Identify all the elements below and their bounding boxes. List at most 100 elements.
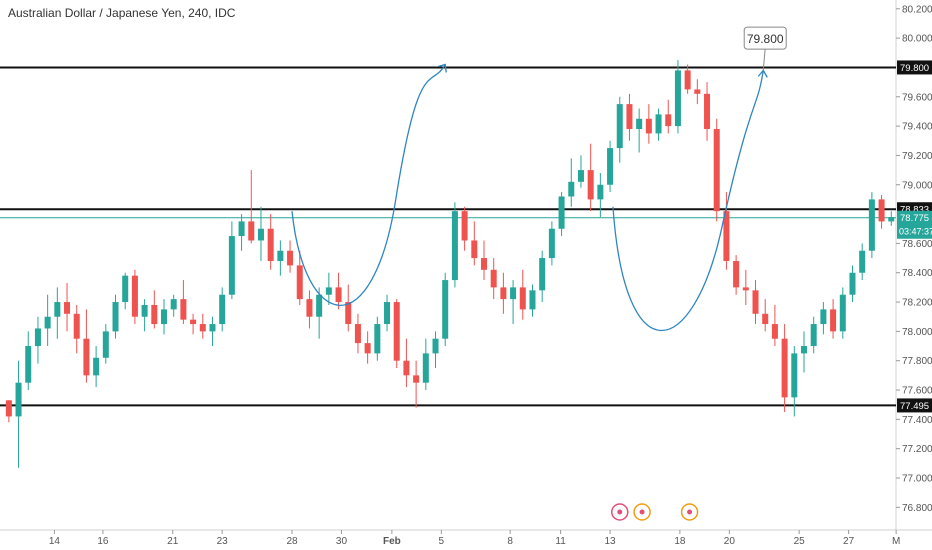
candle-body[interactable] bbox=[209, 324, 216, 332]
candle-body[interactable] bbox=[713, 129, 720, 212]
candle-body[interactable] bbox=[277, 250, 284, 261]
candle-body[interactable] bbox=[170, 299, 177, 310]
candle-body[interactable] bbox=[616, 104, 623, 149]
candle-body[interactable] bbox=[752, 290, 759, 314]
candle-body[interactable] bbox=[655, 114, 662, 134]
candle-body[interactable] bbox=[645, 118, 652, 134]
candle-body[interactable] bbox=[54, 302, 61, 317]
candle-body[interactable] bbox=[257, 228, 264, 241]
candle-body[interactable] bbox=[548, 228, 555, 259]
candle-body[interactable] bbox=[335, 287, 342, 303]
candle-body[interactable] bbox=[306, 299, 313, 317]
target-callout-box[interactable] bbox=[743, 26, 787, 50]
candle-body[interactable] bbox=[471, 240, 478, 259]
candle-body[interactable] bbox=[112, 302, 119, 332]
candle-body[interactable] bbox=[800, 346, 808, 354]
candle-body[interactable] bbox=[73, 313, 80, 339]
candle-body[interactable] bbox=[868, 199, 875, 251]
candle-body[interactable] bbox=[859, 250, 866, 273]
candle-body[interactable] bbox=[490, 269, 497, 288]
candle-body[interactable] bbox=[839, 294, 846, 332]
candle-body[interactable] bbox=[384, 302, 391, 325]
candle-body[interactable] bbox=[180, 299, 187, 320]
candle-body[interactable] bbox=[665, 114, 672, 127]
projection-curve[interactable] bbox=[291, 64, 446, 306]
candle-body[interactable] bbox=[432, 338, 439, 354]
candle-body[interactable] bbox=[267, 228, 274, 261]
candle-body[interactable] bbox=[141, 304, 148, 317]
candle-body[interactable] bbox=[626, 104, 633, 130]
candle-body[interactable] bbox=[878, 199, 885, 222]
candle-body[interactable] bbox=[219, 294, 226, 325]
candle-body[interactable] bbox=[820, 309, 827, 325]
candle-body[interactable] bbox=[830, 309, 837, 332]
projection-curve[interactable] bbox=[612, 70, 764, 332]
candle-body[interactable] bbox=[849, 272, 856, 295]
candle-body[interactable] bbox=[248, 221, 255, 241]
candle-body[interactable] bbox=[558, 196, 565, 229]
candle-body[interactable] bbox=[781, 338, 788, 398]
candle-body[interactable] bbox=[577, 170, 584, 182]
x-tick-label: 16 bbox=[97, 536, 109, 547]
candle-body[interactable] bbox=[451, 211, 458, 281]
candle-body[interactable] bbox=[199, 324, 206, 332]
candle-body[interactable] bbox=[102, 331, 109, 358]
candle-body[interactable] bbox=[733, 261, 740, 288]
candle-body[interactable] bbox=[354, 324, 361, 344]
candle-body[interactable] bbox=[791, 353, 798, 398]
candle-body[interactable] bbox=[83, 338, 90, 376]
x-tick-label: 30 bbox=[336, 536, 348, 547]
candle-body[interactable] bbox=[422, 353, 429, 383]
candle-body[interactable] bbox=[636, 118, 643, 130]
candle-body[interactable] bbox=[374, 324, 381, 354]
candle-body[interactable] bbox=[742, 287, 749, 291]
candle-body[interactable] bbox=[723, 211, 730, 261]
candle-body[interactable] bbox=[674, 70, 681, 127]
candle-body[interactable] bbox=[325, 287, 332, 295]
candle-body[interactable] bbox=[413, 375, 420, 383]
candle-body[interactable] bbox=[539, 258, 546, 291]
candle-body[interactable] bbox=[888, 217, 895, 222]
candle-body[interactable] bbox=[597, 184, 604, 200]
candle-body[interactable] bbox=[316, 294, 323, 317]
candle-body[interactable] bbox=[500, 287, 507, 300]
candle-body[interactable] bbox=[771, 324, 778, 339]
y-tick-label: 76.800 bbox=[902, 503, 932, 514]
candle-body[interactable] bbox=[519, 287, 526, 310]
candle-body[interactable] bbox=[568, 181, 575, 197]
candle-body[interactable] bbox=[364, 343, 371, 354]
candle-body[interactable] bbox=[480, 258, 488, 270]
candle-body[interactable] bbox=[93, 357, 100, 376]
candle-body[interactable] bbox=[228, 236, 235, 295]
candle-body[interactable] bbox=[44, 316, 51, 329]
candle-body[interactable] bbox=[587, 170, 594, 200]
candle-body[interactable] bbox=[64, 302, 71, 314]
candle-body[interactable] bbox=[160, 309, 168, 325]
candle-body[interactable] bbox=[122, 275, 129, 303]
candle-body[interactable] bbox=[238, 221, 245, 237]
candle-body[interactable] bbox=[461, 211, 468, 241]
candle-body[interactable] bbox=[287, 250, 294, 266]
candle-body[interactable] bbox=[5, 400, 12, 417]
candle-body[interactable] bbox=[510, 287, 517, 300]
candle-body[interactable] bbox=[131, 275, 138, 317]
candle-body[interactable] bbox=[345, 302, 352, 325]
candle-body[interactable] bbox=[762, 313, 769, 325]
candle-body[interactable] bbox=[694, 89, 701, 94]
candle-body[interactable] bbox=[151, 304, 158, 325]
candle-body[interactable] bbox=[442, 280, 449, 339]
candle-body[interactable] bbox=[529, 290, 536, 310]
candle-body[interactable] bbox=[190, 319, 197, 325]
candle-body[interactable] bbox=[25, 346, 32, 383]
candle-body[interactable] bbox=[704, 93, 711, 130]
candle-body[interactable] bbox=[810, 324, 817, 347]
candle-body[interactable] bbox=[403, 360, 410, 376]
candle-body[interactable] bbox=[296, 265, 303, 300]
candle-body[interactable] bbox=[34, 328, 41, 347]
candle-body[interactable] bbox=[684, 70, 691, 90]
candle-body[interactable] bbox=[15, 382, 22, 417]
candle-body[interactable] bbox=[607, 148, 614, 185]
candle-body[interactable] bbox=[393, 302, 400, 361]
